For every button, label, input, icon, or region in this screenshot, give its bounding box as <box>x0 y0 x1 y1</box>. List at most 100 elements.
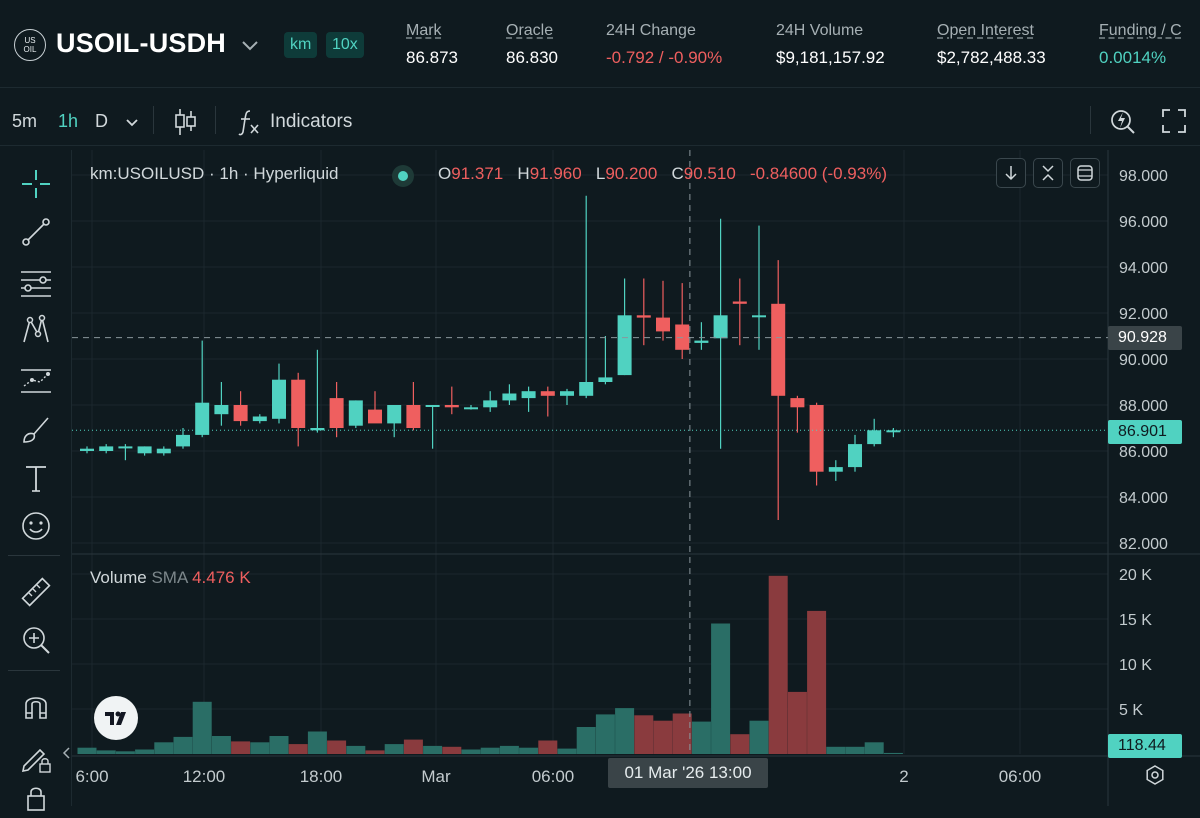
candle-body <box>867 430 882 445</box>
candle-body <box>483 400 498 408</box>
maximize-pane-button[interactable] <box>1070 158 1100 188</box>
horizontal-lines-icon[interactable] <box>18 264 54 300</box>
candle-body <box>809 405 824 472</box>
ohlc-legend: O91.371 H91.960 L90.200 C90.510 -0.84600… <box>438 164 887 184</box>
candle-body <box>502 393 517 401</box>
function-icon[interactable] <box>236 108 262 136</box>
lock-icon[interactable] <box>18 782 54 818</box>
drawing-toolbar <box>0 150 72 811</box>
volume-bar <box>442 746 462 754</box>
divider <box>215 106 216 134</box>
scroll-to-latest-button[interactable] <box>996 158 1026 188</box>
ruler-icon[interactable] <box>18 574 54 610</box>
candle-body <box>521 391 536 399</box>
pattern-icon[interactable] <box>18 312 54 348</box>
price-tick-label: 82.000 <box>1119 536 1168 553</box>
price-chart[interactable]: 6:00 12:00 18:00 Mar 06:00 2 06:00 98.000 96.000… <box>72 150 1200 806</box>
volume-bar <box>211 736 231 754</box>
candle-body <box>272 379 286 419</box>
collapse-toolbar-icon[interactable] <box>62 746 72 760</box>
candlestick-icon[interactable] <box>172 107 198 137</box>
low-label: L <box>595 164 606 183</box>
crosshair-icon[interactable] <box>18 166 54 202</box>
stat-value: $9,181,157.92 <box>776 48 885 67</box>
volume-legend[interactable]: Volume SMA 4.476 K <box>90 568 251 588</box>
volume-bar <box>461 749 481 754</box>
volume-bar <box>749 720 769 754</box>
volume-bar <box>480 747 500 754</box>
candle-body <box>752 315 766 318</box>
candle-body <box>156 448 171 454</box>
fullscreen-icon[interactable] <box>1160 107 1188 135</box>
time-tick-label: 12:00 <box>183 767 226 786</box>
pair-selector[interactable]: USOIL-USDH <box>56 28 226 58</box>
volume-sma-label: SMA <box>151 568 188 587</box>
magnet-icon[interactable] <box>18 688 54 724</box>
change-value: -0.84600 (-0.93%) <box>749 164 887 183</box>
leverage-tag[interactable]: 10x <box>326 32 364 58</box>
divider <box>8 555 60 556</box>
volume-tick-label: 20 K <box>1119 567 1152 584</box>
time-tick-label: 2 <box>899 767 908 786</box>
price-tick-label: 98.000 <box>1119 168 1168 185</box>
symbol-legend[interactable]: km:USOILUSD · 1h · Hyperliquid <box>90 164 339 183</box>
low-value: 90.200 <box>605 164 658 183</box>
chart-toolbar: 5m 1h D Indicators <box>0 98 1200 146</box>
forecast-icon[interactable] <box>18 362 54 398</box>
stat-label: 24H Change <box>606 22 696 39</box>
candle-body <box>732 301 747 304</box>
timeframe-d[interactable]: D <box>95 111 108 131</box>
volume-bar <box>192 701 212 754</box>
tradingview-logo[interactable] <box>94 696 138 740</box>
arrow-down-icon <box>1005 166 1017 181</box>
candle-body <box>80 448 94 451</box>
zoom-in-icon[interactable] <box>18 622 54 658</box>
settings-icon[interactable] <box>1144 764 1166 786</box>
collapse-panes-button[interactable] <box>1033 158 1063 188</box>
trend-line-icon[interactable] <box>18 214 54 250</box>
volume-bar <box>807 610 827 754</box>
stat-value: 0.0014% <box>1099 48 1167 67</box>
volume-bar <box>384 744 404 754</box>
candle-body <box>540 391 555 396</box>
volume-bar <box>250 742 270 754</box>
volume-bar <box>576 727 596 754</box>
last-price-label: 86.901 <box>1108 420 1182 444</box>
volume-bar <box>154 742 174 754</box>
high-value: 91.960 <box>529 164 582 183</box>
candle-body <box>656 317 670 332</box>
chart-canvas[interactable]: 6:00 12:00 18:00 Mar 06:00 2 06:00 98.000 96.000… <box>72 150 1200 806</box>
stat-value: 86.830 <box>506 48 558 67</box>
text-icon[interactable] <box>18 460 54 496</box>
stat-label: Open Interest <box>937 22 1034 39</box>
open-label: O <box>438 164 452 183</box>
time-tick-label: 06:00 <box>999 767 1042 786</box>
volume-bar <box>672 713 692 754</box>
volume-bar <box>231 741 251 754</box>
market-header: US OIL USOIL-USDH km 10x Mark 86.873 Ora… <box>0 0 1200 88</box>
stat-label: Funding / C <box>1099 22 1182 39</box>
volume-bar <box>730 734 750 754</box>
volume-bar <box>423 745 443 754</box>
timeframe-5m[interactable]: 5m <box>12 111 38 131</box>
stat-open-interest: Open Interest $2,782,488.33 <box>937 22 1046 68</box>
chevron-down-icon[interactable] <box>124 114 140 130</box>
quick-search-icon[interactable] <box>1108 106 1138 136</box>
emoji-icon[interactable] <box>18 508 54 544</box>
stat-oracle: Oracle 86.830 <box>506 22 558 68</box>
crosshair-price-label: 90.928 <box>1108 326 1182 350</box>
candle-body <box>291 379 306 428</box>
candle-body <box>444 405 459 408</box>
lock-drawing-icon[interactable] <box>18 738 54 774</box>
candle-body <box>636 315 651 318</box>
brush-icon[interactable] <box>18 412 54 448</box>
logo-text-top: US <box>24 36 36 45</box>
chevron-down-icon[interactable] <box>239 34 261 56</box>
timeframe-1h[interactable]: 1h <box>58 111 79 131</box>
volume-bar <box>269 736 289 754</box>
time-tick-label: 6:00 <box>75 767 108 786</box>
price-tick-label: 84.000 <box>1119 490 1168 507</box>
candle-body <box>99 446 114 451</box>
indicators-button[interactable]: Indicators <box>270 111 353 132</box>
volume-bar <box>365 750 385 754</box>
